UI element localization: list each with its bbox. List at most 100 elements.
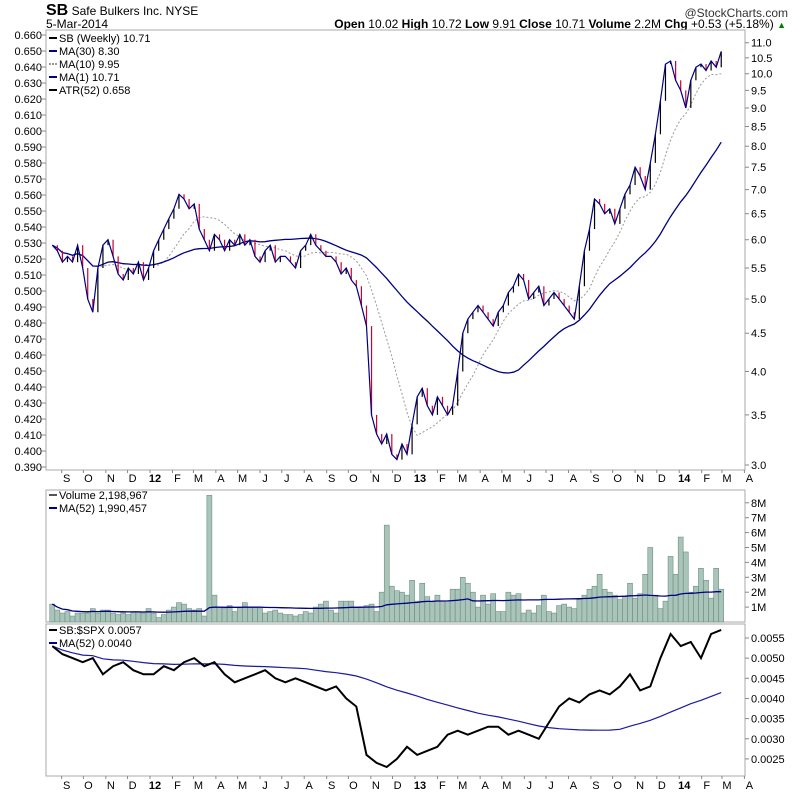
- volume-bar: [150, 612, 157, 623]
- left-tick-label: 0.560: [14, 190, 42, 202]
- x-tick-label: A: [306, 473, 314, 485]
- high-value: 10.72: [431, 17, 462, 31]
- volume-bar: [490, 593, 496, 623]
- legend-entry: MA(1) 10.71: [59, 72, 120, 84]
- volume-bar: [632, 597, 638, 623]
- x-tick-label: J: [284, 780, 290, 792]
- x-tick-label: S: [328, 780, 335, 792]
- left-tick-label: 0.640: [14, 62, 42, 74]
- left-tick-label: 0.400: [14, 446, 42, 458]
- volume-bar: [206, 495, 213, 623]
- volume-bar: [282, 614, 289, 623]
- left-tick-label: 0.450: [14, 366, 42, 378]
- volume-bar: [535, 605, 542, 623]
- volume-bar: [125, 614, 132, 623]
- x-tick-label: M: [194, 473, 203, 485]
- x-tick-label: A: [481, 473, 489, 485]
- volume-bar: [682, 551, 689, 623]
- ratio-legend-entry: SB:$SPX 0.0057: [59, 625, 142, 637]
- volume-bar: [693, 585, 699, 623]
- volume-bar: [429, 602, 436, 623]
- ratio-tick-label: 0.0030: [751, 734, 785, 746]
- volume-bar: [617, 599, 623, 623]
- volume-bar: [242, 602, 248, 623]
- volume-bar: [252, 606, 258, 623]
- volume-bar: [566, 606, 572, 623]
- left-tick-label: 0.650: [14, 46, 42, 58]
- x-tick-label: F: [439, 473, 446, 485]
- x-tick-label: F: [174, 473, 181, 485]
- volume-bar: [642, 574, 649, 623]
- volume-bar: [236, 606, 243, 623]
- right-tick-label: 6.5: [751, 209, 766, 221]
- left-tick-label: 0.600: [14, 126, 42, 138]
- volume-bar: [485, 603, 491, 623]
- volume-bar: [667, 556, 674, 623]
- right-tick-label: 5.0: [751, 294, 766, 306]
- left-tick-label: 0.510: [14, 270, 42, 282]
- volume-bar: [312, 606, 319, 623]
- volume-tick-label: 3M: [751, 572, 766, 584]
- volume-bar: [79, 612, 86, 623]
- volume-bar: [551, 612, 557, 623]
- x-tick-label: M: [502, 780, 511, 792]
- volume-bar: [505, 591, 512, 623]
- x-tick-label: A: [746, 780, 754, 792]
- right-tick-label: 8.0: [751, 141, 766, 153]
- volume-bar: [292, 615, 299, 623]
- right-tick-label: 11.0: [751, 38, 772, 50]
- x-tick-label: 14: [678, 473, 691, 485]
- chart-date: 5-Mar-2014: [46, 17, 109, 31]
- x-tick-label: N: [636, 473, 644, 485]
- volume-bar: [657, 608, 664, 623]
- right-tick-label: 6.0: [751, 235, 766, 247]
- ratio-tick-label: 0.0055: [751, 633, 785, 645]
- left-tick-label: 0.580: [14, 158, 42, 170]
- volume-bar: [348, 600, 355, 623]
- left-tick-label: 0.530: [14, 238, 42, 250]
- open-value: 10.02: [368, 17, 399, 31]
- volume-bar: [84, 612, 91, 623]
- volume-tick-label: 7M: [751, 513, 766, 525]
- panel-frame-0: [45, 29, 746, 471]
- right-tick-label: 4.0: [751, 367, 766, 379]
- volume-bar: [74, 612, 81, 623]
- x-tick-label: S: [63, 780, 70, 792]
- chart-title: SB Safe Bulkers Inc. NYSE: [46, 2, 198, 20]
- volume-bar: [480, 594, 486, 623]
- volume-bar: [652, 594, 659, 623]
- volume-bar: [556, 605, 562, 623]
- x-tick-label: J: [284, 473, 290, 485]
- open-label: Open: [334, 17, 365, 31]
- volume-bar: [373, 611, 380, 623]
- symbol: SB: [46, 2, 69, 19]
- volume-bar: [343, 600, 350, 623]
- legend-entry: MA(10) 9.95: [59, 59, 120, 71]
- company-name: Safe Bulkers Inc. NYSE: [71, 4, 199, 18]
- volume-bar: [155, 617, 162, 623]
- volume-bar: [277, 612, 284, 623]
- volume-bar: [145, 608, 152, 623]
- volume-bar: [171, 606, 177, 623]
- ratio-ma-line: [52, 645, 722, 731]
- volume-bar: [409, 579, 415, 623]
- left-tick-label: 0.520: [14, 254, 42, 266]
- left-tick-label: 0.490: [14, 302, 42, 314]
- right-tick-label: 4.5: [751, 328, 766, 340]
- legend-entry: ATR(52) 0.658: [59, 85, 130, 97]
- volume-bar: [571, 608, 578, 623]
- left-tick-label: 0.470: [14, 334, 42, 346]
- quote-bar: Open 10.02 High 10.72 Low 9.91 Close 10.…: [334, 17, 786, 31]
- ratio-legend-entry: MA(52) 0.0040: [59, 638, 132, 650]
- volume-bar: [221, 608, 228, 623]
- volume-bar: [612, 594, 618, 623]
- x-tick-label: 12: [149, 780, 161, 792]
- volume-bar: [713, 568, 719, 623]
- volume-tick-label: 8M: [751, 498, 766, 510]
- volume-bar: [272, 609, 279, 623]
- volume-bar: [449, 588, 456, 623]
- x-tick-label: O: [84, 780, 93, 792]
- volume-bar: [708, 597, 714, 623]
- volume-bar: [444, 600, 451, 623]
- volume-bar: [262, 612, 268, 623]
